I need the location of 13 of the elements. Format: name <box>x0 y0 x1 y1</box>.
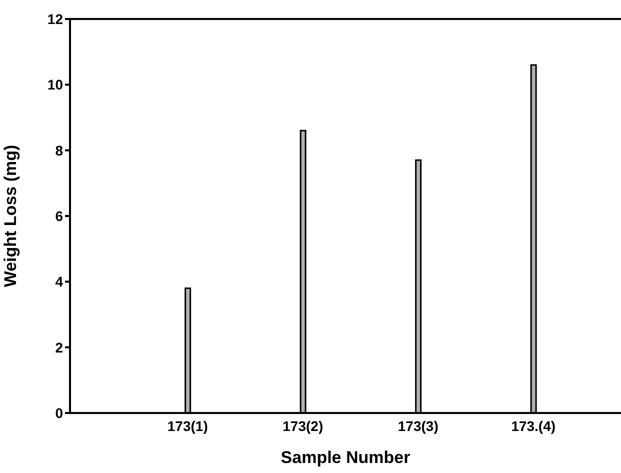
x-axis-title: Sample Number <box>280 448 411 467</box>
y-tick-label: 10 <box>47 76 64 93</box>
x-tick-label: 173.(4) <box>511 418 556 434</box>
y-tick-label: 2 <box>55 339 64 356</box>
y-tick-label: 0 <box>55 404 64 421</box>
y-tick-label: 6 <box>55 208 64 224</box>
y-tick-label: 8 <box>55 142 64 158</box>
x-tick-label: 173(3) <box>398 418 438 434</box>
x-tick-label: 173(2) <box>282 418 324 434</box>
y-tick-label: 4 <box>55 274 64 290</box>
y-tick-label: 12 <box>47 10 64 27</box>
x-tick-label: 173(1) <box>167 418 208 434</box>
y-axis-title: Weight Loss (mg) <box>1 144 20 288</box>
